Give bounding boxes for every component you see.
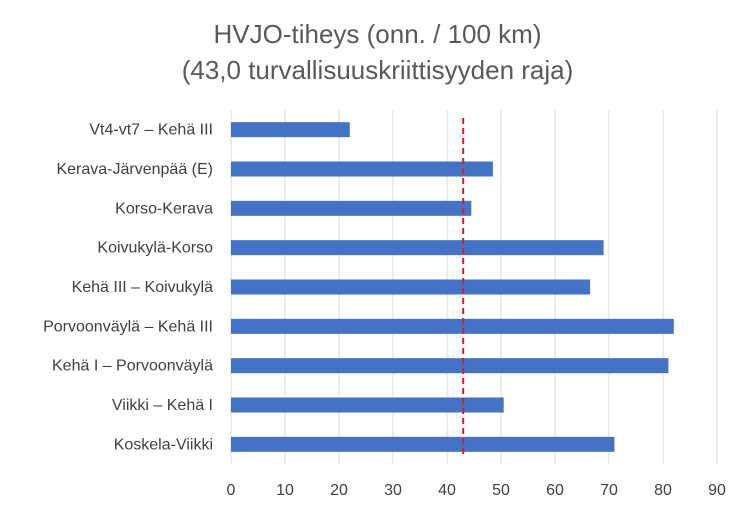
category-label: Koivukylä-Korso	[97, 240, 213, 257]
bar	[231, 436, 615, 452]
bar	[231, 161, 493, 177]
category-label: Kehä III – Koivukylä	[72, 279, 214, 296]
bar	[231, 279, 591, 295]
chart-title: HVJO-tiheys (onn. / 100 km)	[213, 19, 542, 49]
bar	[231, 122, 350, 138]
x-tick-label: 90	[708, 482, 726, 499]
x-tick-label: 50	[492, 482, 510, 499]
bar	[231, 318, 674, 334]
category-label: Kehä I – Porvoonväylä	[52, 358, 213, 375]
category-label: Koskela-Viikki	[114, 436, 213, 453]
bar	[231, 240, 604, 256]
category-label: Kerava-Järvenpää (E)	[56, 161, 213, 178]
x-tick-label: 30	[384, 482, 402, 499]
x-tick-label: 70	[600, 482, 618, 499]
x-tick-label: 20	[330, 482, 348, 499]
x-tick-label: 10	[276, 482, 294, 499]
x-tick-label: 0	[227, 482, 236, 499]
x-tick-label: 60	[546, 482, 564, 499]
x-tick-label: 80	[654, 482, 672, 499]
bar	[231, 358, 669, 374]
chart-subtitle: (43,0 turvallisuuskriittisyyden raja)	[181, 55, 574, 85]
x-tick-label: 40	[438, 482, 456, 499]
bar	[231, 397, 504, 413]
category-label: Vt4-vt7 – Kehä III	[89, 122, 213, 139]
category-label: Korso-Kerava	[115, 200, 213, 217]
category-label: Porvoonväylä – Kehä III	[43, 318, 213, 335]
category-label: Viikki – Kehä I	[112, 397, 213, 414]
bar	[231, 200, 472, 216]
